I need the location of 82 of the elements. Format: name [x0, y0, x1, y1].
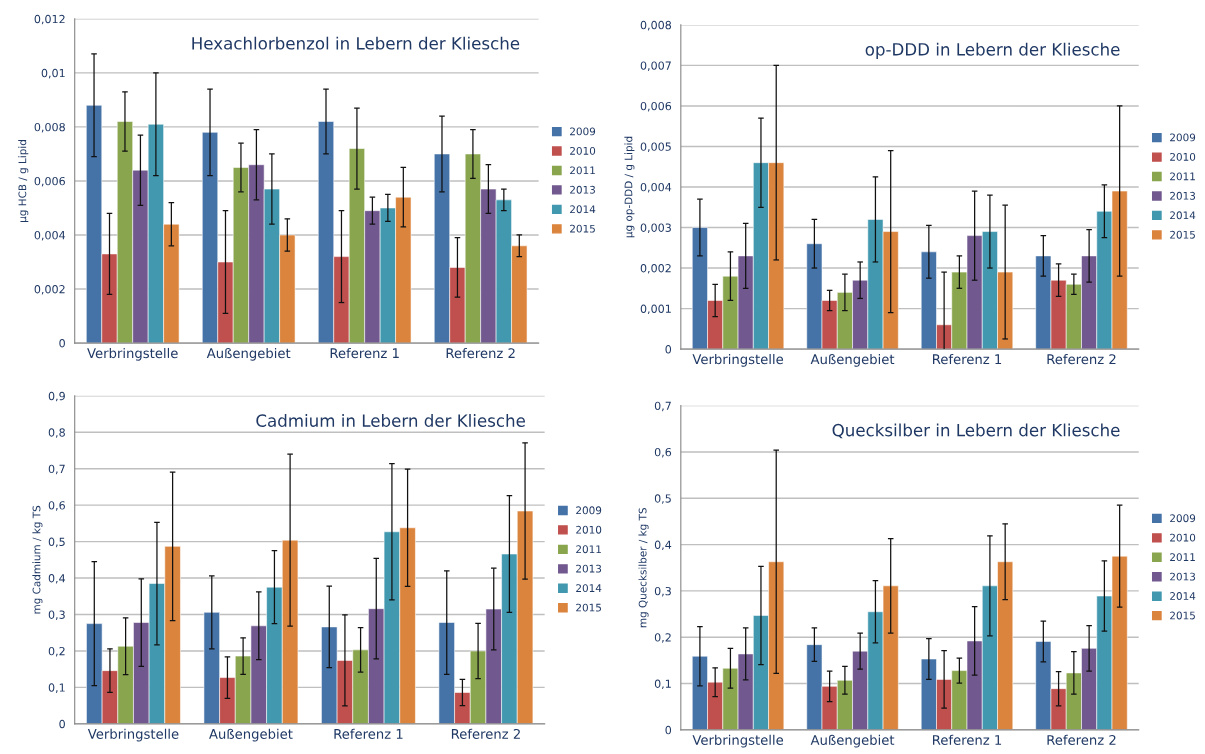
legend-label: 2014: [570, 205, 596, 214]
legend-label: 2010: [570, 146, 596, 155]
legend-label: 2010: [1170, 533, 1196, 542]
legend-label: 2011: [1170, 172, 1195, 181]
legend-label: 2015: [1170, 611, 1195, 620]
y-tick-label: 0,004: [34, 230, 66, 241]
x-tick-label: Verbringstelle: [692, 734, 784, 748]
text: Hexachlorbenzol in Lebern der Kliesche: [192, 36, 520, 50]
text: Quecksilber in Lebern der Kliesche: [832, 423, 1120, 439]
y-tick-label: 0,012: [34, 14, 65, 25]
x-tick-label: Referenz 2: [1047, 734, 1116, 745]
y-tick-label: 0,008: [34, 122, 65, 133]
x-tick-label: Referenz 2: [1047, 353, 1116, 365]
legend-label: 2013: [1170, 191, 1196, 200]
y-tick-label: 0,4: [654, 540, 672, 551]
y-tick-label: 0,01: [41, 68, 65, 79]
x-tick-label: Referenz 1: [330, 347, 399, 359]
x-tick-label: Referenz 1: [933, 353, 1002, 365]
y-tick-label: 0,3: [654, 586, 671, 597]
y-tick-label: 0,8: [48, 428, 65, 438]
y-tick-label: 0,003: [640, 223, 671, 234]
y-tick-label: 0,008: [640, 20, 672, 31]
y-tick-label: 0,002: [34, 285, 65, 295]
legend-label: 2011: [576, 545, 601, 554]
y-tick-label: 0,6: [654, 447, 672, 458]
legend-label: 2013: [1170, 572, 1196, 581]
legend-label: 2015: [570, 224, 595, 233]
y-axis-title: µg op-DDD / g Lipid: [624, 136, 635, 238]
x-tick-label: Referenz 2: [451, 728, 520, 739]
y-tick-label: 0,001: [640, 304, 671, 315]
legend-label: 2010: [1170, 152, 1196, 161]
y-tick-label: 0: [59, 719, 65, 729]
x-tick-label: Außengebiet: [810, 353, 895, 367]
legend-label: 2009: [1170, 133, 1196, 142]
y-tick-label: 0,5: [48, 537, 65, 548]
y-tick-label: 0,7: [654, 401, 671, 412]
legend-label: 2011: [570, 166, 595, 175]
legend-label: 2009: [570, 127, 596, 136]
y-tick-label: 0,4: [48, 574, 66, 584]
legend-label: 2009: [1170, 514, 1196, 523]
y-tick-label: 0: [665, 345, 672, 354]
y-tick-label: 0,005: [640, 142, 671, 152]
y-tick-label: 0,1: [48, 683, 65, 693]
legend-label: 2011: [1170, 553, 1195, 562]
x-tick-label: Referenz 1: [933, 734, 1002, 745]
x-tick-label: Außengebiet: [206, 347, 291, 361]
y-tick-label: 0,5: [654, 494, 671, 504]
legend-label: 2015: [576, 603, 601, 612]
x-tick-label: Referenz 2: [446, 347, 515, 359]
x-tick-label: Außengebiet: [810, 734, 895, 748]
y-tick-label: 0,007: [640, 61, 671, 71]
y-tick-label: 0,002: [640, 264, 671, 274]
y-axis-title: mg Cadmium / kg TS: [32, 505, 43, 614]
y-tick-label: 0,6: [48, 501, 65, 511]
legend-label: 2014: [576, 584, 602, 593]
y-tick-label: 0,006: [34, 176, 65, 187]
y-tick-label: 0,3: [48, 610, 65, 621]
y-tick-label: 0,9: [48, 391, 65, 402]
y-tick-label: 0: [665, 725, 672, 735]
legend-label: 2009: [576, 506, 602, 515]
y-tick-label: 0,004: [640, 182, 672, 193]
legend-label: 2014: [1170, 211, 1196, 220]
text: op-DDD in Lebern der Kliesche: [865, 42, 1120, 59]
y-axis-title: µg HCB / g Lipid: [18, 140, 29, 222]
text: Cadmium in Lebern der Kliesche: [256, 414, 525, 427]
x-tick-label: Verbringstelle: [87, 728, 179, 742]
y-tick-label: 0,7: [48, 464, 65, 475]
x-tick-label: Referenz 1: [334, 728, 403, 739]
y-tick-label: 0,1: [654, 679, 671, 690]
legend-label: 2010: [576, 525, 602, 534]
y-tick-label: 0: [59, 339, 65, 348]
x-tick-label: Verbringstelle: [87, 347, 178, 361]
legend-label: 2013: [576, 564, 602, 573]
y-tick-label: 0,006: [640, 101, 672, 112]
legend-label: 2013: [570, 185, 595, 194]
x-tick-label: Außengebiet: [209, 728, 293, 742]
legend-label: 2015: [1170, 230, 1195, 239]
y-tick-label: 0,2: [654, 633, 671, 643]
legend-label: 2014: [1170, 592, 1196, 600]
y-axis-title: mg Quecksilber / kg TS: [638, 508, 649, 628]
y-tick-label: 0,2: [48, 646, 65, 657]
x-tick-label: Verbringstelle: [692, 353, 784, 367]
